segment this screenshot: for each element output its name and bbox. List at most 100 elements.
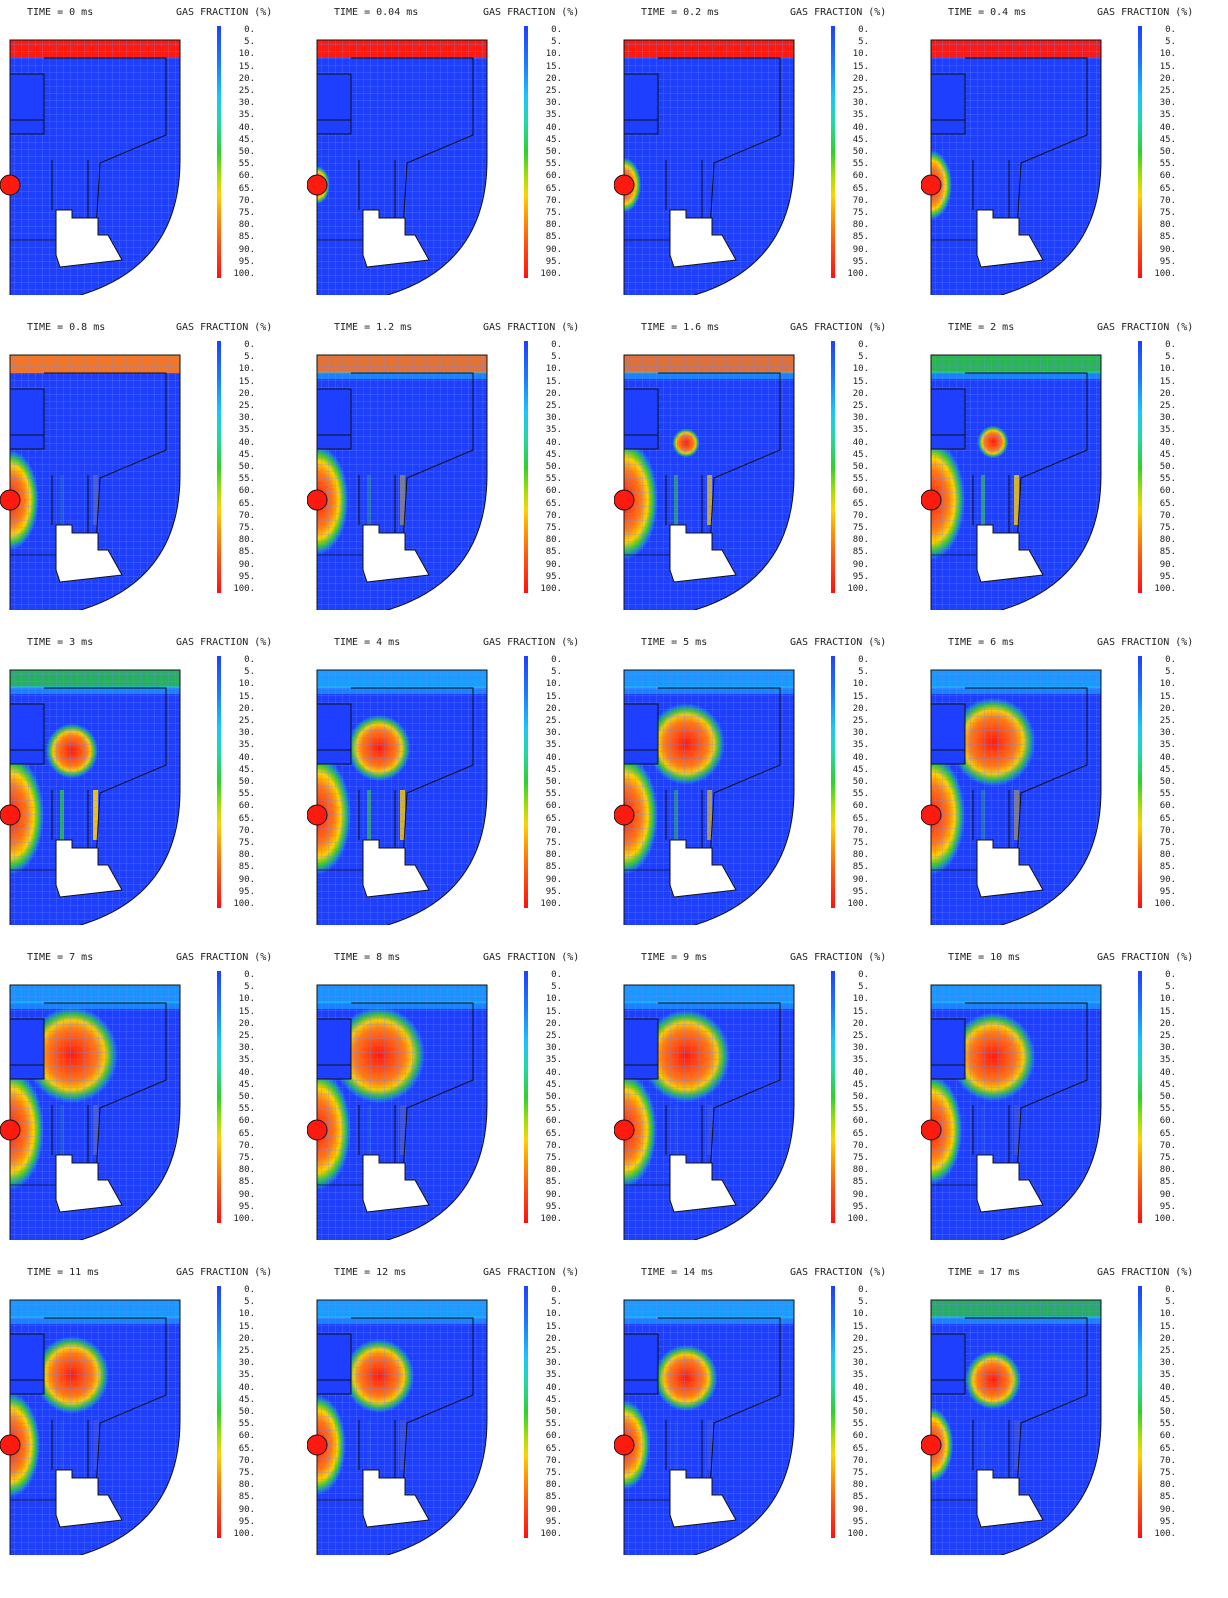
colorbar-tick-label: 30. <box>238 98 255 109</box>
colorbar-tick-label: 0. <box>858 25 869 35</box>
colorbar-tick-label: 75. <box>1159 1468 1176 1479</box>
vessel-contour <box>921 984 1102 1240</box>
colorbar-tick-label: 90. <box>238 1504 255 1515</box>
colorbar-tick-label: 15. <box>545 376 562 387</box>
colorbar-tick-label: 40. <box>852 1382 869 1393</box>
colorbar-tick-label: 45. <box>238 764 255 775</box>
colorbar <box>1138 656 1142 908</box>
plot-panel: TIME = 10 ms GAS FRACTION (%) 0. 5. 10. 15. 20… <box>921 945 1228 1265</box>
colorbar <box>524 971 528 1223</box>
colorbar-tick-label: 60. <box>1159 1116 1176 1127</box>
colorbar-ticks: 0. 5. 10. 15. 20. 25. 30. 35. 40. 45. 50. 55. 60. 65.… <box>1150 1284 1190 1540</box>
colorbar-tick-label: 55. <box>1159 474 1176 485</box>
colorbar-tick-label: 25. <box>852 1031 869 1042</box>
colorbar-tick-label: 5. <box>858 667 869 678</box>
colorbar-tick-label: 25. <box>238 1031 255 1042</box>
colorbar-tick-label: 15. <box>1159 376 1176 387</box>
colorbar-tick-label: 75. <box>1159 523 1176 534</box>
colorbar-tick-label: 65. <box>852 813 869 824</box>
colorbar-tick-label: 10. <box>238 49 255 60</box>
colorbar-ticks: 0. 5. 10. 15. 20. 25. 30. 35. 40. 45. 50. 55. 60. 65.… <box>536 654 576 910</box>
colorbar-tick-label: 45. <box>545 764 562 775</box>
colorbar-tick-label: 90. <box>545 244 562 255</box>
colorbar-tick-label: 80. <box>238 535 255 546</box>
colorbar-tick-label: 95. <box>852 256 869 267</box>
colorbar-tick-label: 15. <box>1159 691 1176 702</box>
colorbar-tick-label: 20. <box>852 388 869 399</box>
colorbar-tick-label: 90. <box>238 1189 255 1200</box>
colorbar-tick-label: 70. <box>545 1455 562 1466</box>
colorbar-tick-label: 85. <box>1159 232 1176 243</box>
colorbar-tick-label: 35. <box>1159 1055 1176 1066</box>
colorbar-tick-label: 65. <box>1159 183 1176 194</box>
colorbar-ticks: 0. 5. 10. 15. 20. 25. 30. 35. 40. 45. 50. 55. 60. 65.… <box>843 339 883 595</box>
colorbar-tick-label: 60. <box>545 1116 562 1127</box>
colorbar-tick-label: 20. <box>852 1333 869 1344</box>
plot-panel: TIME = 5 ms GAS FRACTION (%) 0. 5. 10. 15. 20.… <box>614 630 921 950</box>
colorbar-tick-label: 10. <box>545 49 562 60</box>
colorbar-tick-label: 40. <box>852 437 869 448</box>
colorbar-tick-label: 50. <box>238 1407 255 1418</box>
colorbar-tick-label: 80. <box>852 1480 869 1491</box>
colorbar-tick-label: 0. <box>858 970 869 980</box>
colorbar-ticks: 0. 5. 10. 15. 20. 25. 30. 35. 40. 45. 50. 55. 60. 65.… <box>843 1284 883 1540</box>
colorbar-tick-label: 100. <box>540 1214 562 1225</box>
time-label: TIME = 1.2 ms <box>334 322 413 333</box>
time-label: TIME = 8 ms <box>334 952 401 963</box>
colorbar-tick-label: 85. <box>852 232 869 243</box>
colorbar-tick-label: 70. <box>1159 1455 1176 1466</box>
colorbar <box>1138 341 1142 593</box>
time-label: TIME = 12 ms <box>334 1267 407 1278</box>
colorbar-tick-label: 45. <box>545 1394 562 1405</box>
colorbar-tick-label: 30. <box>238 1358 255 1369</box>
colorbar-tick-label: 90. <box>545 874 562 885</box>
colorbar-tick-label: 50. <box>238 1092 255 1103</box>
colorbar-tick-label: 90. <box>1159 1504 1176 1515</box>
colorbar-tick-label: 85. <box>545 1492 562 1503</box>
colorbar-tick-label: 5. <box>551 982 562 993</box>
colorbar-tick-label: 95. <box>852 1516 869 1527</box>
colorbar-ticks: 0. 5. 10. 15. 20. 25. 30. 35. 40. 45. 50. 55. 60. 65.… <box>1150 24 1190 280</box>
colorbar-tick-label: 65. <box>545 1443 562 1454</box>
colorbar-tick-label: 95. <box>1159 886 1176 897</box>
colorbar-tick-label: 25. <box>238 716 255 727</box>
colorbar-tick-label: 30. <box>238 728 255 739</box>
colorbar-tick-label: 50. <box>238 777 255 788</box>
colorbar-tick-label: 65. <box>852 1128 869 1139</box>
colorbar-tick-label: 95. <box>545 1201 562 1212</box>
colorbar-tick-label: 100. <box>540 1529 562 1540</box>
colorbar-tick-label: 40. <box>238 1382 255 1393</box>
colorbar-tick-label: 80. <box>1159 1165 1176 1176</box>
colorbar-tick-label: 75. <box>545 208 562 219</box>
time-label: TIME = 17 ms <box>948 1267 1021 1278</box>
colorbar-tick-label: 40. <box>238 122 255 133</box>
colorbar-tick-label: 5. <box>244 982 255 993</box>
colorbar-tick-label: 10. <box>852 679 869 690</box>
colorbar-tick-label: 70. <box>238 1140 255 1151</box>
colorbar-tick-label: 100. <box>847 899 869 910</box>
colorbar-ticks: 0. 5. 10. 15. 20. 25. 30. 35. 40. 45. 50. 55. 60. 65.… <box>843 24 883 280</box>
colorbar-tick-label: 25. <box>238 401 255 412</box>
colorbar-tick-label: 10. <box>852 364 869 375</box>
colorbar-tick-label: 35. <box>238 740 255 751</box>
colorbar-tick-label: 0. <box>551 655 562 665</box>
colorbar-tick-label: 0. <box>244 1285 255 1295</box>
colorbar-tick-label: 60. <box>852 1431 869 1442</box>
colorbar-tick-label: 40. <box>545 1067 562 1078</box>
colorbar-tick-label: 10. <box>238 994 255 1005</box>
colorbar-tick-label: 35. <box>238 1055 255 1066</box>
colorbar-tick-label: 25. <box>852 86 869 97</box>
colorbar-title: GAS FRACTION (%) <box>790 1267 887 1278</box>
colorbar-title: GAS FRACTION (%) <box>1097 7 1194 18</box>
colorbar-tick-label: 25. <box>852 716 869 727</box>
plot-panel: TIME = 12 ms GAS FRACTION (%) 0. 5. 10. 15. 20… <box>307 1260 614 1580</box>
colorbar-tick-label: 0. <box>244 25 255 35</box>
colorbar-tick-label: 0. <box>1165 25 1176 35</box>
colorbar-tick-label: 65. <box>545 1128 562 1139</box>
colorbar-ticks: 0. 5. 10. 15. 20. 25. 30. 35. 40. 45. 50. 55. 60. 65.… <box>1150 339 1190 595</box>
colorbar-tick-label: 30. <box>1159 1358 1176 1369</box>
colorbar-tick-label: 90. <box>1159 244 1176 255</box>
vessel-contour <box>0 354 181 610</box>
colorbar-tick-label: 40. <box>545 752 562 763</box>
colorbar-tick-label: 25. <box>545 716 562 727</box>
